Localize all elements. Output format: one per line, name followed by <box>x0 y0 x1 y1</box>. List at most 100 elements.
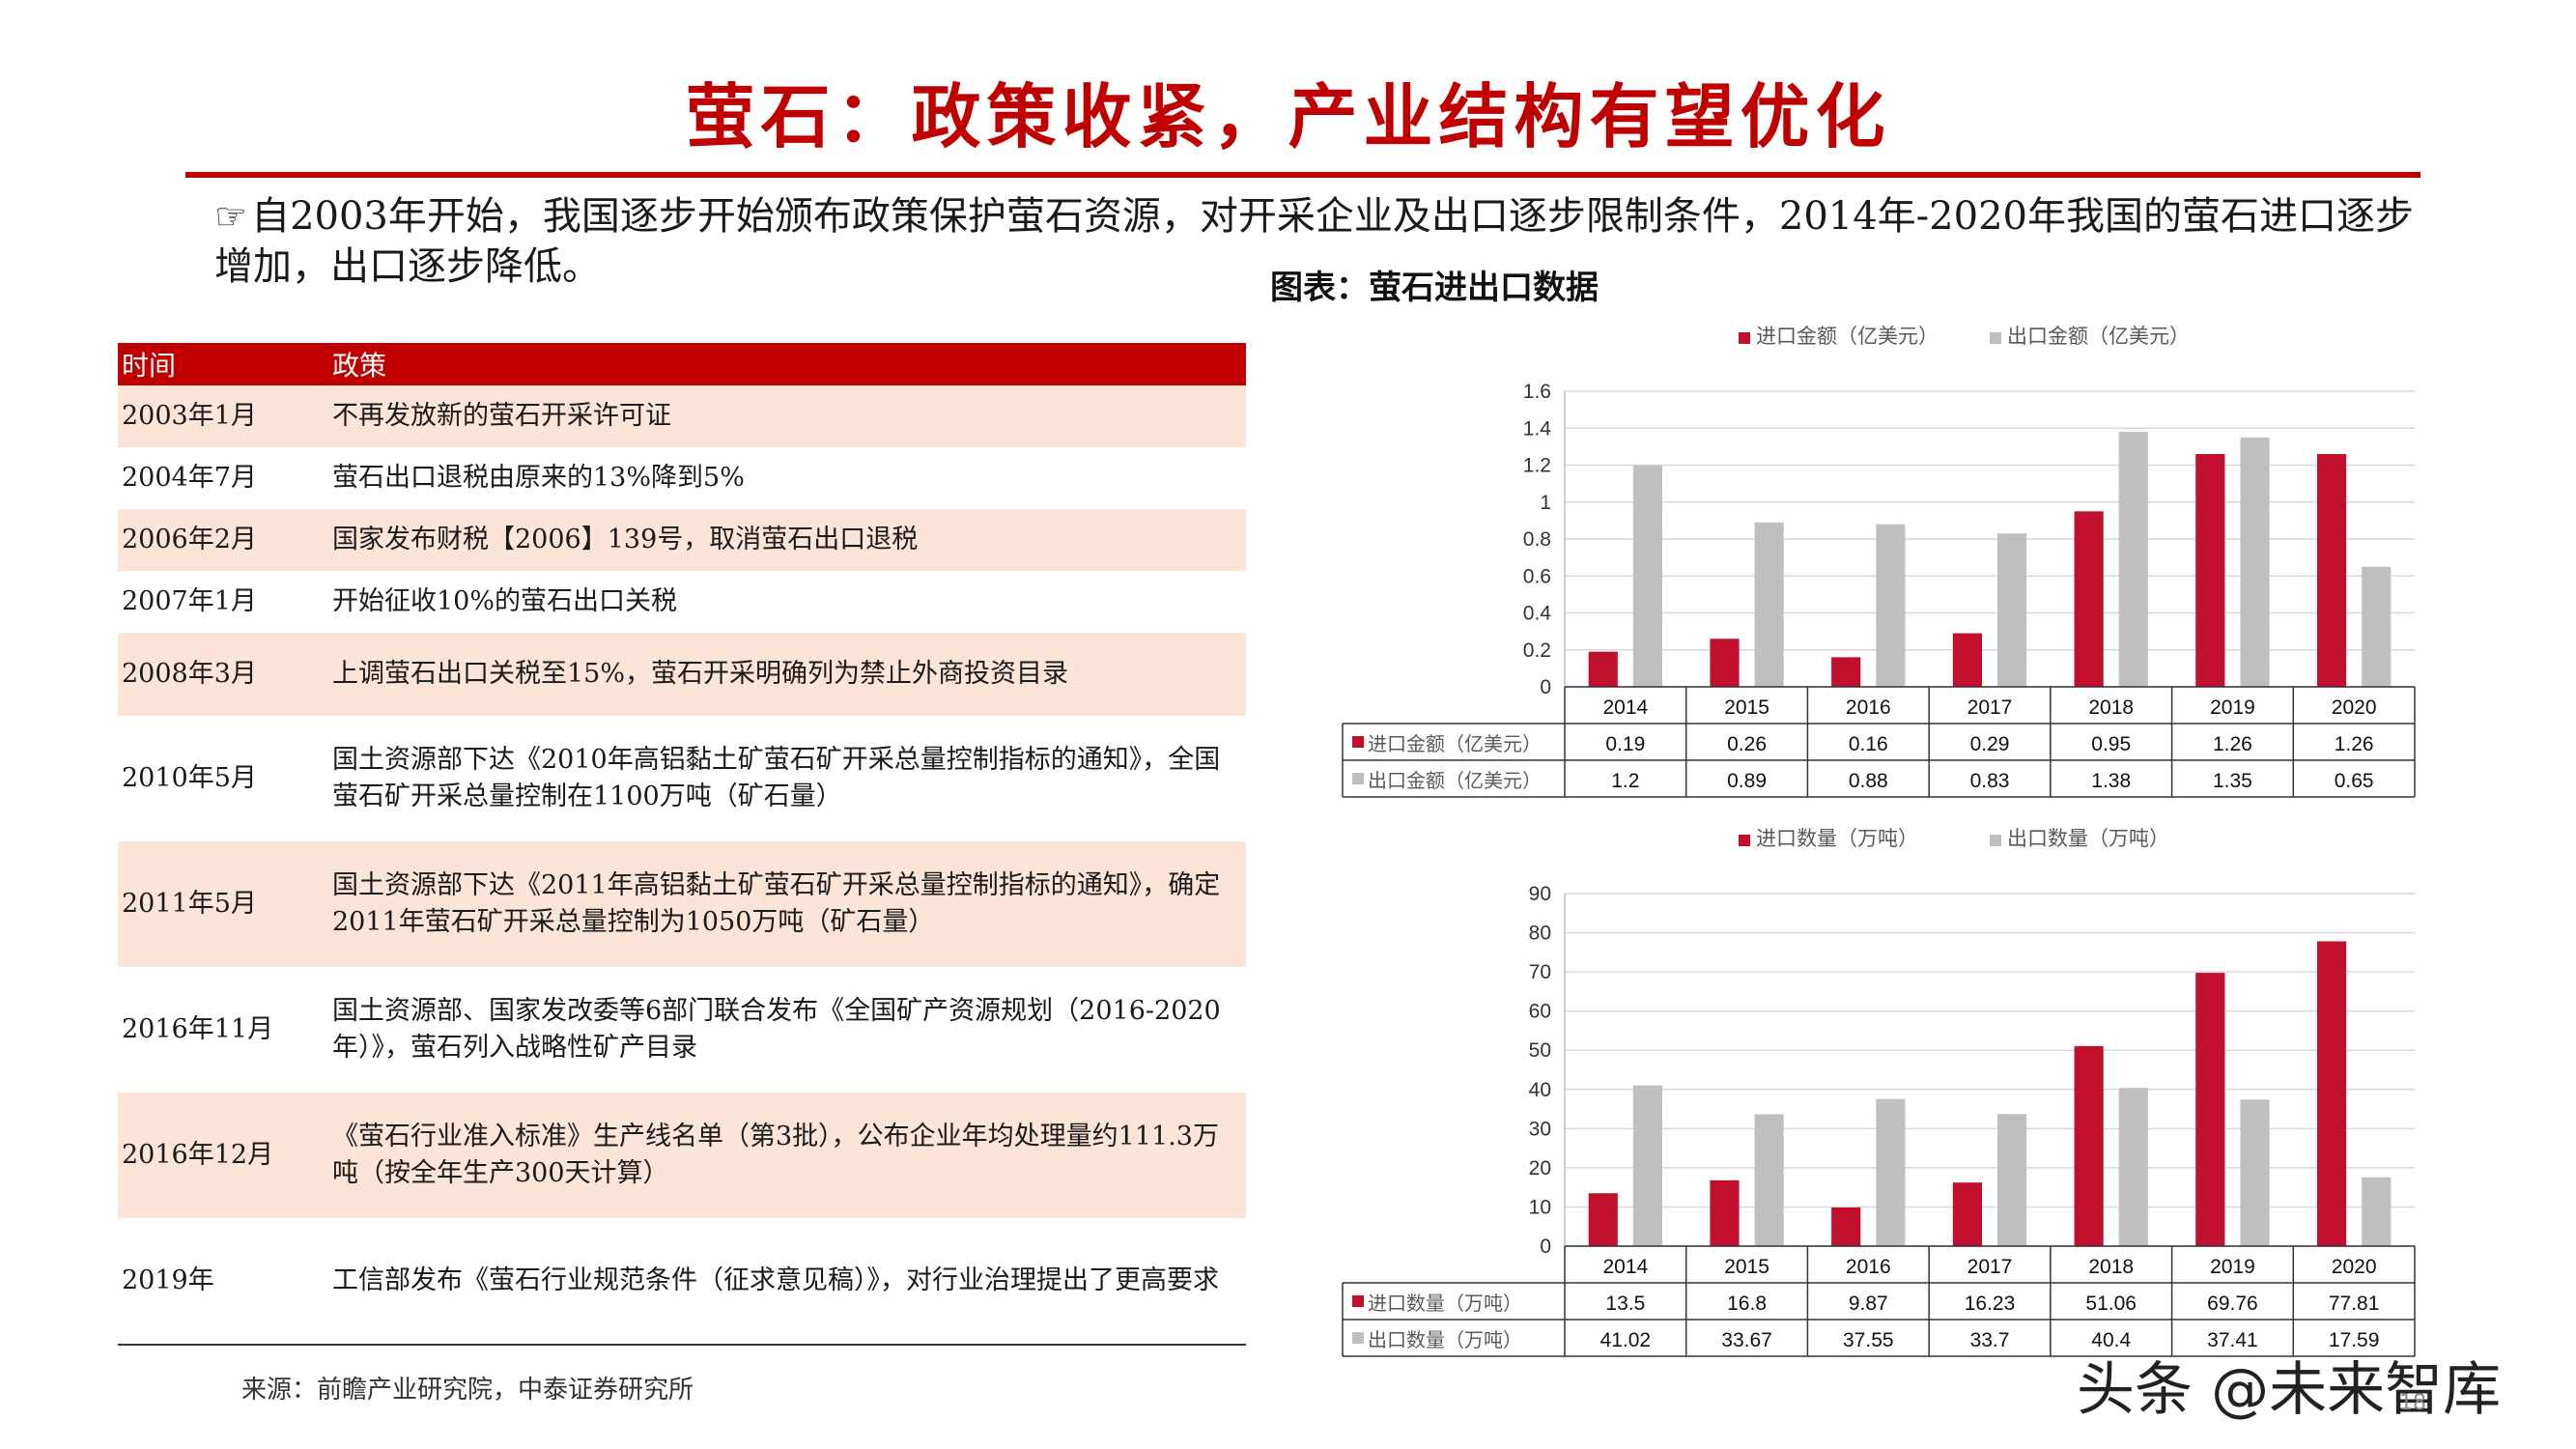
table-legend-swatch <box>1352 736 1364 748</box>
table-row: 2008年3月 上调萤石出口关税至15%，萤石开采明确列为禁止外商投资目录 <box>118 633 1246 716</box>
export-bar <box>2362 566 2392 687</box>
table-legend-swatch <box>1352 773 1364 784</box>
import-bar <box>1952 1182 1982 1246</box>
import-bar <box>1831 1207 1861 1246</box>
export-bar <box>1997 533 2027 687</box>
policy-text: 国土资源部下达《2011年高铝黏土矿萤石矿开采总量控制指标的通知》，确定2011… <box>332 870 1221 937</box>
table-row: 2006年2月 国家发布财税【2006】139号，取消萤石出口退税 <box>118 509 1246 571</box>
policy-table: 时间 政策 2003年1月 不再发放新的萤石开采许可证 2004年7月 萤石出口退税由… <box>118 343 1246 1346</box>
table-row: 2016年11月 国土资源部、国家发改委等6部门联合发布《全国矿产资源规划（201… <box>118 967 1246 1093</box>
data-label: 1.26 <box>2335 733 2374 755</box>
data-label: 0.88 <box>1849 770 1888 792</box>
watermark: 头条 @未来智库 <box>2077 1356 2502 1424</box>
y-tick-label: 1 <box>1540 492 1551 514</box>
import-export-volume-chart: 进口数量（万吨） 出口数量（万吨） 0 10 20 30 40 50 60 70 80 90 2014 2… <box>1342 828 2416 1357</box>
x-tick-label: 2014 <box>1602 696 1648 719</box>
policy-date: 2016年12月 <box>122 1140 274 1170</box>
header-date: 时间 <box>122 350 177 382</box>
x-tick-label: 2016 <box>1846 696 1891 719</box>
data-label: 41.02 <box>1600 1329 1652 1351</box>
table-series-label: 进口数量（万吨） <box>1368 1293 1522 1315</box>
policy-text: 开始征收10%的萤石出口关税 <box>332 586 678 616</box>
policy-table-body: 2003年1月 不再发放新的萤石开采许可证 2004年7月 萤石出口退税由原来的13%… <box>118 385 1246 1344</box>
table-row: 2016年12月 《萤石行业准入标准》生产线名单（第3批），公布企业年均处理量约1… <box>118 1093 1246 1218</box>
policy-text: 萤石出口退税由原来的13%降到5% <box>332 463 745 493</box>
import-bar <box>1588 651 1618 687</box>
table-bottom-rule <box>118 1344 1246 1346</box>
legend-swatch <box>1990 332 2001 344</box>
y-tick-label: 30 <box>1529 1118 1551 1140</box>
policy-date: 2011年5月 <box>122 889 257 919</box>
data-label: 16.23 <box>1965 1293 2016 1315</box>
data-label: 0.95 <box>2091 733 2131 755</box>
table-series-label: 进口金额（亿美元） <box>1368 733 1542 755</box>
export-bar <box>1632 1085 1663 1246</box>
export-bar <box>1632 465 1663 687</box>
policy-text: 国土资源部下达《2010年高铝黏土矿萤石矿开采总量控制指标的通知》，全国萤石矿开… <box>332 745 1221 811</box>
data-label: 0.89 <box>1727 770 1767 792</box>
x-tick-label: 2018 <box>2088 696 2134 719</box>
import-bar <box>2316 454 2347 687</box>
pointing-hand-icon: ☞ <box>214 195 248 238</box>
data-label: 1.2 <box>1611 770 1639 792</box>
policy-date: 2010年5月 <box>122 763 257 793</box>
x-tick-label: 2020 <box>2332 696 2377 719</box>
policy-text: 不再发放新的萤石开采许可证 <box>332 401 671 431</box>
table-row: 2019年 工信部发布《萤石行业规范条件（征求意见稿）》，对行业治理提出了更高要求 <box>118 1218 1246 1344</box>
import-bar <box>1710 1179 1740 1246</box>
data-label: 0.19 <box>1605 733 1645 755</box>
export-bar <box>1876 1098 1906 1246</box>
data-label: 0.83 <box>1970 770 2010 792</box>
y-tick-label: 40 <box>1529 1079 1551 1101</box>
policy-date: 2016年11月 <box>122 1014 274 1044</box>
table-row: 2004年7月 萤石出口退税由原来的13%降到5% <box>118 447 1246 509</box>
data-label: 9.87 <box>1849 1293 1888 1315</box>
y-tick-label: 70 <box>1529 961 1551 983</box>
legend-swatch <box>1739 332 1750 344</box>
data-label: 0.29 <box>1970 733 2010 755</box>
policy-text: 工信部发布《萤石行业规范条件（征求意见稿）》，对行业治理提出了更高要求 <box>332 1265 1219 1295</box>
export-bar <box>1754 1114 1784 1246</box>
import-bar <box>1588 1193 1618 1246</box>
x-tick-label: 2019 <box>2210 1256 2255 1278</box>
policy-date: 2003年1月 <box>122 401 257 431</box>
y-tick-label: 0.8 <box>1523 528 1551 551</box>
y-tick-label: 10 <box>1529 1196 1551 1218</box>
x-tick-label: 2015 <box>1724 696 1769 719</box>
data-label: 37.55 <box>1843 1329 1894 1351</box>
legend-swatch <box>1990 835 2001 846</box>
policy-date: 2007年1月 <box>122 586 257 616</box>
policy-date: 2008年3月 <box>122 659 257 689</box>
policy-table-header: 时间 政策 <box>118 343 1246 385</box>
data-label: 1.38 <box>2091 770 2131 792</box>
import-bar <box>1952 633 1982 687</box>
table-row: 2011年5月 国土资源部下达《2011年高铝黏土矿萤石矿开采总量控制指标的通知》… <box>118 841 1246 967</box>
table-legend-swatch <box>1352 1332 1364 1344</box>
legend-label: 出口数量（万吨） <box>2007 828 2169 850</box>
legend-swatch <box>1739 835 1750 846</box>
data-label: 77.81 <box>2329 1293 2380 1315</box>
import-bar <box>2195 973 2225 1246</box>
export-bar <box>1997 1114 2027 1246</box>
import-export-value-chart: 进口金额（亿美元） 出口金额（亿美元） 0 0.2 0.4 0.6 0.8 1 1.2 1.4 1.… <box>1342 326 2416 798</box>
import-bar <box>2074 511 2104 687</box>
x-tick-label: 2016 <box>1846 1256 1891 1278</box>
policy-text: 《萤石行业准入标准》生产线名单（第3批），公布企业年均处理量约111.3万吨（按… <box>332 1122 1219 1188</box>
export-bar <box>1754 522 1784 687</box>
export-bar <box>2118 1088 2148 1246</box>
export-bar <box>2362 1177 2392 1246</box>
legend-label: 进口数量（万吨） <box>1756 828 1918 850</box>
y-tick-label: 50 <box>1529 1039 1551 1062</box>
data-label: 0.16 <box>1849 733 1888 755</box>
table-row: 2003年1月 不再发放新的萤石开采许可证 <box>118 385 1246 447</box>
x-tick-label: 2014 <box>1602 1256 1648 1278</box>
intro-paragraph: ☞ 自2003年开始，我国逐步开始颁布政策保护萤石资源，对开采企业及出口逐步限制条… <box>214 191 2426 292</box>
y-tick-label: 0 <box>1540 1236 1551 1258</box>
page-number: 18 <box>2399 1391 2426 1415</box>
data-label: 0.26 <box>1727 733 1767 755</box>
x-tick-label: 2015 <box>1724 1256 1769 1278</box>
data-label: 16.8 <box>1727 1293 1767 1315</box>
data-label: 51.06 <box>2085 1293 2137 1315</box>
x-tick-label: 2018 <box>2088 1256 2134 1278</box>
export-bar <box>2240 1099 2270 1246</box>
